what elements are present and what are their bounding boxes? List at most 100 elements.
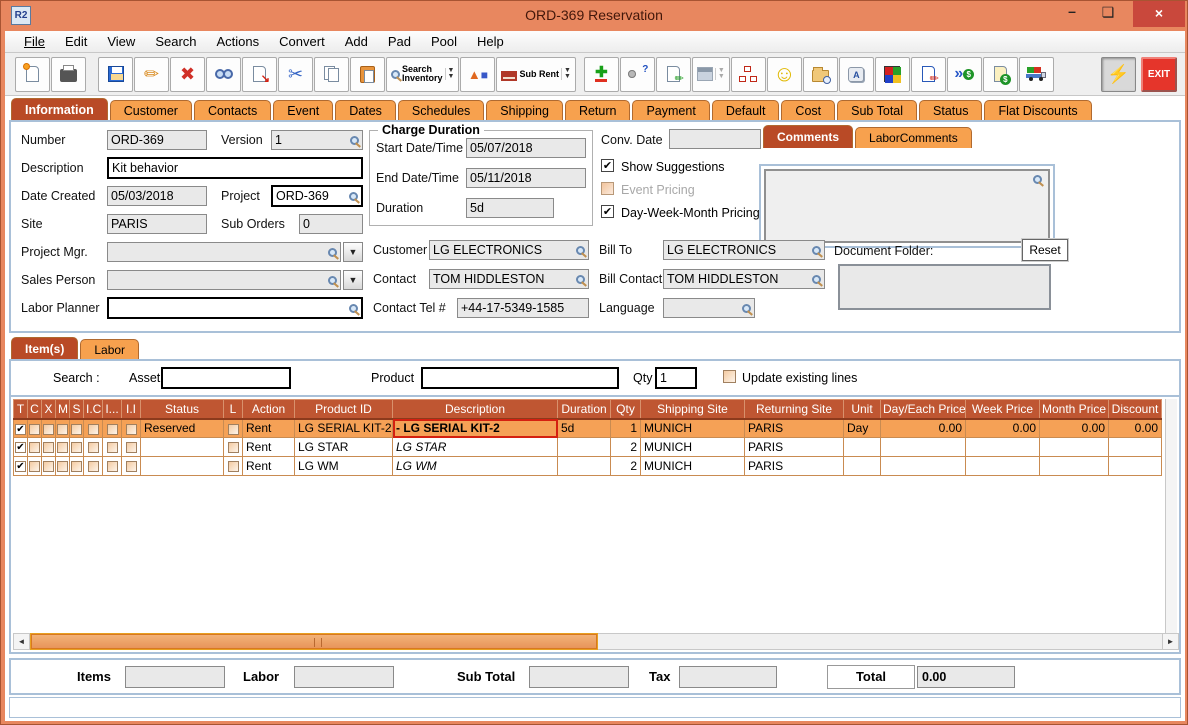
- exit-button[interactable]: EXIT: [1141, 57, 1177, 92]
- comments-textarea[interactable]: [764, 169, 1050, 243]
- tab-labor[interactable]: Labor: [80, 339, 140, 360]
- asset-input[interactable]: [161, 367, 291, 389]
- sales-person-field[interactable]: [107, 270, 341, 290]
- version-field[interactable]: 1: [271, 130, 363, 150]
- history-folder-button[interactable]: [802, 56, 838, 92]
- tab-event[interactable]: Event: [273, 100, 334, 121]
- tab-contacts[interactable]: Contacts: [193, 100, 272, 121]
- scroll-right-arrow-icon[interactable]: ►: [1162, 634, 1178, 649]
- row-checkbox[interactable]: [71, 442, 82, 454]
- description-cell[interactable]: - LG SERIAL KIT-2: [392, 418, 558, 438]
- labor-planner-field[interactable]: [107, 297, 363, 319]
- sales-person-dropdown[interactable]: ▼: [343, 270, 363, 290]
- menu-pad[interactable]: Pad: [387, 34, 411, 49]
- configurator-button[interactable]: [874, 56, 910, 92]
- project-field[interactable]: ORD-369: [271, 185, 363, 207]
- menu-file[interactable]: File: [24, 34, 45, 49]
- row-checkbox[interactable]: [125, 442, 137, 454]
- row-checkbox[interactable]: [71, 423, 82, 435]
- project-mgr-dropdown[interactable]: ▼: [343, 242, 363, 262]
- tab-customer[interactable]: Customer: [109, 100, 192, 121]
- search-icon[interactable]: [328, 275, 337, 285]
- table-row[interactable]: Rent LG WM LG WM 2 MUNICH PARIS: [13, 456, 1162, 476]
- row-checkbox[interactable]: [87, 461, 99, 473]
- search-inventory-button[interactable]: Search Inventory ▼ ▼: [386, 56, 460, 92]
- tab-comments[interactable]: Comments: [763, 125, 854, 148]
- contacts-button[interactable]: ☺: [766, 56, 802, 92]
- menu-help[interactable]: Help: [477, 34, 504, 49]
- document-folder-box[interactable]: [838, 264, 1051, 310]
- dropdown-arrows-icon[interactable]: ▼ ▼: [560, 67, 571, 80]
- table-row[interactable]: Rent LG STAR LG STAR 2 MUNICH PARIS: [13, 437, 1162, 457]
- language-field[interactable]: [663, 298, 755, 318]
- search-icon[interactable]: [812, 245, 821, 255]
- row-checkbox[interactable]: [106, 423, 118, 435]
- menu-search[interactable]: Search: [155, 34, 197, 49]
- row-checkbox[interactable]: [57, 423, 68, 435]
- dropdown-arrows-icon[interactable]: ▼ ▼: [444, 67, 454, 80]
- row-checkbox[interactable]: [15, 461, 26, 473]
- invoice-button[interactable]: $: [982, 56, 1018, 92]
- search-icon[interactable]: [328, 247, 337, 257]
- description-field[interactable]: Kit behavior: [107, 157, 363, 179]
- cut-button[interactable]: ✂: [278, 56, 313, 92]
- reset-button[interactable]: Reset: [1021, 238, 1069, 262]
- search-icon[interactable]: [576, 245, 585, 255]
- row-checkbox[interactable]: [43, 461, 54, 473]
- sub-rent-button[interactable]: Sub Rent ▼ ▼: [496, 56, 576, 92]
- scrollbar-thumb[interactable]: [30, 633, 598, 650]
- search-icon[interactable]: [812, 274, 821, 284]
- row-checkbox[interactable]: [71, 461, 82, 473]
- quick-action-button[interactable]: ⚡: [1100, 56, 1136, 92]
- row-checkbox[interactable]: [87, 423, 99, 435]
- transfer-button[interactable]: ↘: [242, 56, 277, 92]
- menu-pool[interactable]: Pool: [430, 34, 457, 49]
- print-button[interactable]: [51, 56, 86, 92]
- calendar-button[interactable]: ▼ ▼: [691, 56, 730, 92]
- minimize-button[interactable]: –: [1068, 3, 1076, 19]
- edit-notes-button[interactable]: ✏: [910, 56, 946, 92]
- tab-cost[interactable]: Cost: [781, 100, 836, 121]
- dwm-pricing-checkbox[interactable]: [601, 205, 614, 218]
- payment-forward-button[interactable]: » $: [946, 56, 982, 92]
- qty-input[interactable]: 1: [655, 367, 697, 389]
- row-checkbox[interactable]: [15, 423, 26, 435]
- vertical-scrollbar[interactable]: [1165, 399, 1177, 635]
- row-checkbox[interactable]: [29, 461, 40, 473]
- menu-convert[interactable]: Convert: [279, 34, 325, 49]
- search-icon[interactable]: [350, 135, 359, 145]
- menu-view[interactable]: View: [107, 34, 136, 49]
- description-cell[interactable]: LG WM: [392, 456, 558, 476]
- maximize-button[interactable]: ❏: [1101, 4, 1115, 20]
- row-checkbox[interactable]: [43, 442, 54, 454]
- save-button[interactable]: [98, 56, 133, 92]
- customer-field[interactable]: LG ELECTRONICS: [429, 240, 589, 260]
- bill-contact-field[interactable]: TOM HIDDLESTON: [663, 269, 825, 289]
- row-checkbox[interactable]: [43, 423, 54, 435]
- search-icon[interactable]: [349, 303, 358, 313]
- tab-status[interactable]: Status: [919, 100, 983, 121]
- project-mgr-field[interactable]: [107, 242, 341, 262]
- tab-sub-total[interactable]: Sub Total: [837, 100, 918, 121]
- row-checkbox[interactable]: [29, 423, 40, 435]
- show-suggestions-checkbox[interactable]: [601, 159, 614, 172]
- tab-information[interactable]: Information: [11, 98, 108, 121]
- row-checkbox[interactable]: [125, 461, 137, 473]
- copy-button[interactable]: [314, 56, 349, 92]
- tab-labor-comments[interactable]: LaborComments: [855, 127, 972, 148]
- product-input[interactable]: [421, 367, 619, 389]
- tab-schedules[interactable]: Schedules: [397, 100, 485, 121]
- row-checkbox[interactable]: [57, 442, 68, 454]
- description-cell[interactable]: LG STAR: [392, 437, 558, 457]
- row-checkbox[interactable]: [57, 461, 68, 473]
- tab-dates[interactable]: Dates: [335, 100, 396, 121]
- paste-button[interactable]: [350, 56, 385, 92]
- search-icon[interactable]: [742, 303, 751, 313]
- edit-button[interactable]: ✏: [134, 56, 169, 92]
- scroll-left-arrow-icon[interactable]: ◄: [14, 634, 30, 649]
- row-checkbox[interactable]: [106, 461, 118, 473]
- tab-return[interactable]: Return: [564, 100, 631, 121]
- tab-default[interactable]: Default: [711, 100, 780, 121]
- delete-button[interactable]: ✖: [170, 56, 205, 92]
- menu-add[interactable]: Add: [344, 34, 368, 49]
